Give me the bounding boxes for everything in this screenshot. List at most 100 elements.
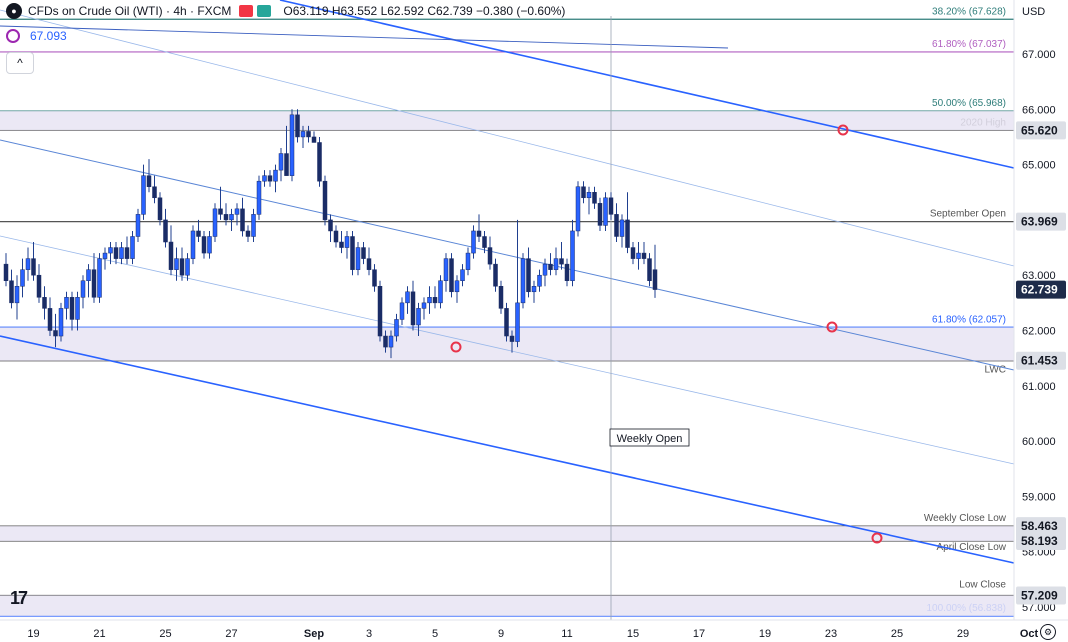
- price-badge[interactable]: [1016, 212, 1066, 231]
- candle-body: [36, 274, 42, 298]
- candle-body: [97, 258, 102, 298]
- candle-body: [240, 208, 245, 232]
- market-closed-icon: [239, 5, 254, 17]
- open-value: O63.119: [283, 4, 329, 18]
- candle-body: [53, 330, 58, 337]
- candle-body: [152, 186, 157, 199]
- x-tick-label: 11: [561, 628, 572, 640]
- price-badge-label: 65.620: [1021, 123, 1058, 137]
- candle-body: [399, 302, 405, 320]
- candle-body: [75, 297, 80, 320]
- candle-body: [509, 335, 515, 342]
- candle-body: [251, 214, 256, 237]
- candle-body: [163, 219, 168, 243]
- price-badge[interactable]: [1016, 121, 1066, 140]
- candle-body: [91, 269, 97, 298]
- candle-body: [504, 308, 509, 337]
- candle-body: [278, 153, 284, 171]
- candle-body: [482, 236, 487, 248]
- highlight-circle-marker[interactable]: [871, 532, 883, 544]
- price-badge[interactable]: [1016, 517, 1066, 536]
- candle-body: [256, 180, 262, 215]
- highlight-circle-marker[interactable]: [837, 124, 849, 136]
- candle-body: [146, 175, 152, 187]
- x-tick-label: 19: [27, 628, 39, 640]
- y-tick-label: 63.000: [1022, 270, 1056, 282]
- candle-body: [69, 297, 75, 320]
- candle-body: [581, 186, 586, 199]
- tradingview-logo[interactable]: 17: [10, 588, 28, 608]
- x-tick-label: 29: [957, 628, 969, 640]
- x-tick-label: Sep: [304, 628, 324, 640]
- x-tick-label: 9: [498, 628, 504, 640]
- candle-body: [273, 169, 278, 182]
- candle-body: [355, 247, 361, 270]
- candle-body: [427, 297, 432, 304]
- y-tick-label: 60.000: [1022, 436, 1056, 448]
- candle-body: [185, 258, 190, 276]
- candle-body: [372, 269, 377, 287]
- candle-body: [608, 197, 614, 215]
- x-tick-label: 5: [432, 628, 438, 640]
- candle-body: [652, 269, 658, 290]
- candle-body: [647, 258, 652, 281]
- trend-line[interactable]: [0, 335, 1015, 564]
- trend-line[interactable]: [0, 139, 1015, 371]
- candle-body: [641, 252, 647, 259]
- high-value: H63.552: [331, 4, 378, 18]
- candle-body: [460, 269, 465, 281]
- price-badge[interactable]: [1016, 280, 1066, 299]
- candle-body: [190, 230, 196, 259]
- candle-body: [619, 219, 625, 237]
- currency-label[interactable]: USD: [1022, 6, 1046, 18]
- candle-body: [449, 258, 454, 293]
- candle-body: [102, 252, 108, 259]
- x-tick-label: 23: [825, 628, 837, 640]
- trend-line[interactable]: [0, 235, 1015, 465]
- weekly-open-annotation[interactable]: Weekly Open: [617, 433, 683, 445]
- candle-body: [564, 263, 570, 281]
- y-tick-label: 65.000: [1022, 160, 1056, 172]
- candle-body: [289, 114, 295, 176]
- collapse-legend-button[interactable]: ^: [6, 52, 34, 74]
- price-badge[interactable]: [1016, 586, 1066, 605]
- highlight-circle-marker[interactable]: [826, 321, 838, 333]
- candle-body: [20, 269, 25, 287]
- trend-line[interactable]: [0, 25, 729, 49]
- x-tick-label: 27: [225, 628, 237, 640]
- candle-body: [196, 230, 201, 237]
- candle-body: [179, 258, 185, 276]
- candle-body: [267, 175, 273, 182]
- candle-body: [245, 230, 251, 237]
- x-tick-label: 17: [693, 628, 705, 640]
- candle-body: [9, 280, 14, 304]
- candle-body: [174, 258, 179, 270]
- highlight-circle-marker[interactable]: [450, 341, 462, 353]
- candle-body: [130, 236, 135, 259]
- candle-body: [218, 208, 223, 215]
- level-label: 38.20% (67.628): [932, 6, 1006, 17]
- price-badge[interactable]: [1016, 351, 1066, 370]
- change-value: −0.380 (−0.60%): [476, 4, 566, 18]
- level-label: Low Close: [959, 579, 1006, 590]
- price-badge[interactable]: [1016, 532, 1066, 551]
- time-axis-background: [0, 620, 1014, 642]
- trend-line[interactable]: [279, 0, 1015, 169]
- indicator-legend[interactable]: 67.093: [6, 29, 67, 43]
- candle-body: [64, 297, 69, 309]
- candle-body: [383, 335, 388, 348]
- candle-body: [141, 175, 146, 215]
- candle-body: [168, 241, 174, 270]
- candle-body: [201, 236, 207, 254]
- price-badge-label: 57.209: [1021, 588, 1058, 602]
- close-value: C62.739: [427, 4, 473, 18]
- candle-body: [108, 247, 113, 254]
- level-label: 61.80% (67.037): [932, 39, 1006, 50]
- trend-line[interactable]: [0, 9, 1015, 267]
- settings-gear-icon[interactable]: ⚙: [1040, 624, 1056, 640]
- candle-body: [570, 230, 575, 281]
- symbol-title[interactable]: CFDs on Crude Oil (WTI) · 4h · FXCM: [28, 4, 232, 18]
- candle-body: [135, 214, 141, 237]
- candle-body: [520, 258, 526, 304]
